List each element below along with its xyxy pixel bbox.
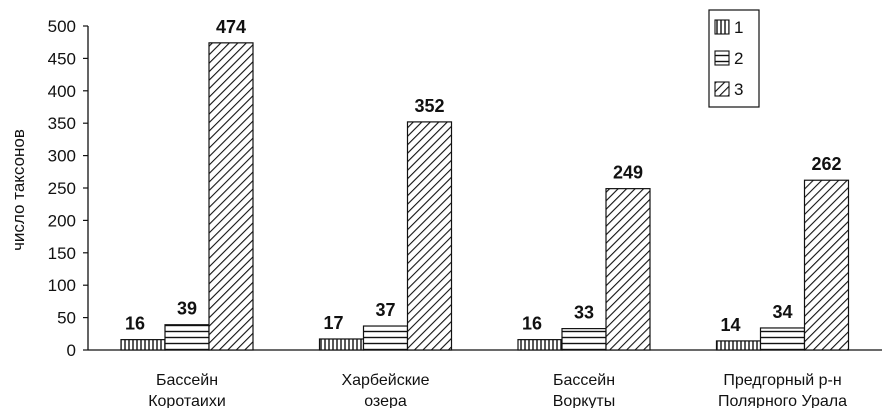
data-label: 249 <box>613 163 643 183</box>
bar-series-1 <box>120 339 166 351</box>
y-tick-label: 100 <box>48 276 76 295</box>
legend-label: 1 <box>734 18 743 37</box>
bar-series-2 <box>362 325 409 351</box>
legend-swatch-3 <box>714 81 730 97</box>
bars <box>120 42 850 351</box>
x-category-label: Предгорный р-н <box>723 372 841 389</box>
legend: 1 2 3 <box>708 9 760 108</box>
x-category-labels: Бассейн Коротаихи Харбейские озера Бассейн Во… <box>148 372 847 408</box>
x-category-label: Воркуты <box>553 393 615 408</box>
x-category-label: озера <box>364 393 407 408</box>
bar-series-3 <box>208 42 254 351</box>
y-tick-label: 300 <box>48 147 76 166</box>
bar-series-2 <box>164 324 210 351</box>
data-label: 39 <box>177 299 197 319</box>
data-label: 262 <box>811 154 841 174</box>
axes <box>87 26 882 351</box>
bar-series-2 <box>759 327 806 351</box>
legend-swatch-1 <box>714 19 730 35</box>
y-tick-label: 400 <box>48 82 76 101</box>
bar-series-3 <box>605 188 651 351</box>
y-tick-label: 450 <box>48 49 76 68</box>
x-category-label: Бассейн <box>156 372 218 389</box>
data-labels: 16 39 474 17 37 352 16 33 249 14 34 262 <box>125 17 842 335</box>
bar-series-3 <box>406 121 453 351</box>
y-tick-label: 150 <box>48 244 76 263</box>
data-label: 17 <box>323 313 343 333</box>
data-label: 34 <box>772 302 792 322</box>
bar-series-2 <box>561 328 607 351</box>
legend-label: 2 <box>734 49 743 68</box>
x-category-label: Бассейн <box>553 372 615 389</box>
y-tick-label: 50 <box>57 309 76 328</box>
data-label: 14 <box>720 315 740 335</box>
data-label: 474 <box>216 17 246 37</box>
data-label: 37 <box>375 300 395 320</box>
data-label: 33 <box>574 303 594 323</box>
bar-series-3 <box>803 179 850 351</box>
y-tick-label: 350 <box>48 114 76 133</box>
y-axis-label: число таксонов <box>9 129 28 251</box>
bar-series-1 <box>517 339 563 351</box>
y-ticks: 0 50 100 150 200 250 300 350 400 450 500 <box>48 17 88 360</box>
bar-series-1 <box>318 338 365 351</box>
y-tick-label: 200 <box>48 211 76 230</box>
y-tick-label: 500 <box>48 17 76 36</box>
data-label: 16 <box>125 314 145 334</box>
legend-label: 3 <box>734 80 743 99</box>
data-label: 352 <box>414 96 444 116</box>
x-category-label: Коротаихи <box>148 393 226 408</box>
x-category-label: Харбейские <box>341 372 429 389</box>
data-label: 16 <box>522 314 542 334</box>
y-tick-label: 0 <box>67 341 76 360</box>
bar-series-1 <box>715 340 762 351</box>
x-category-label: Полярного Урала <box>718 393 847 408</box>
legend-swatch-2 <box>714 50 730 66</box>
y-tick-label: 250 <box>48 179 76 198</box>
